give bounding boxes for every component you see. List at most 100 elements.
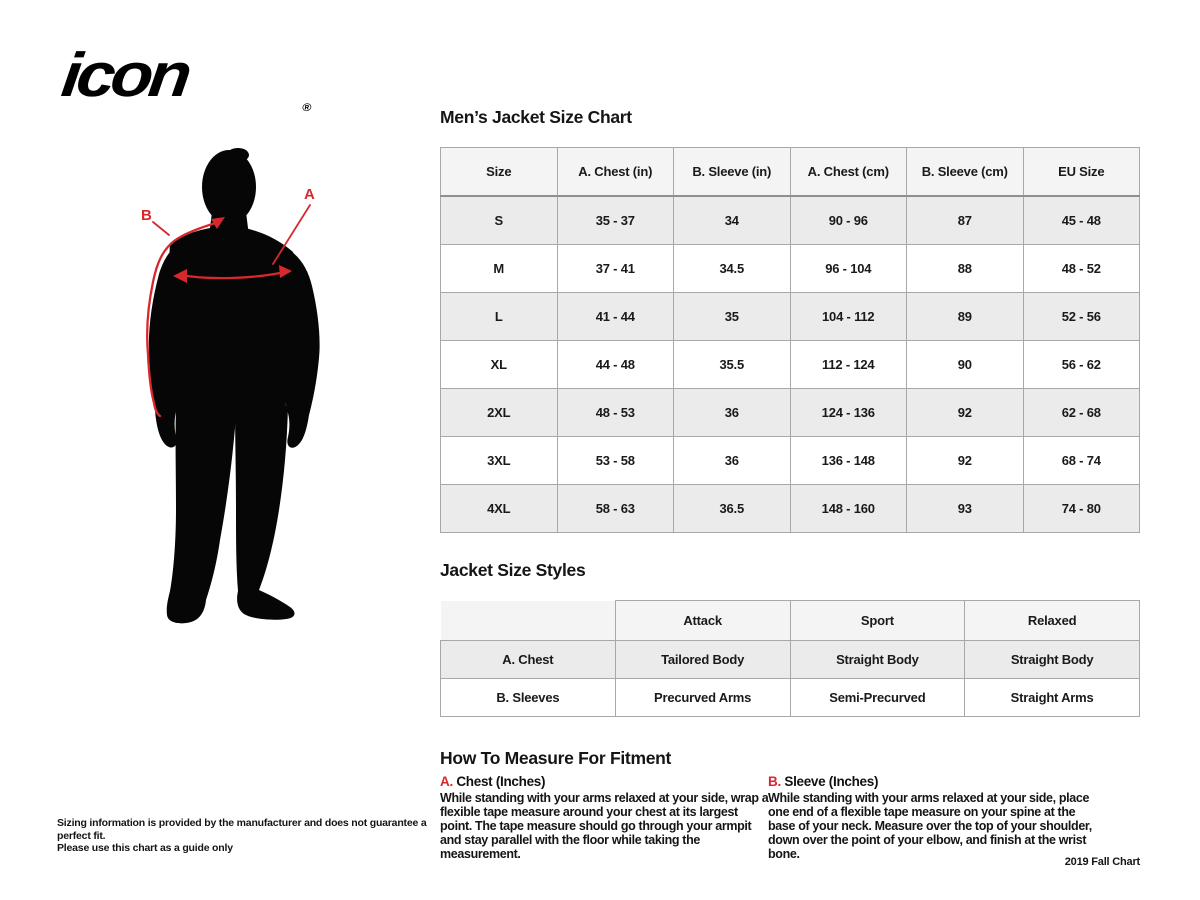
size-chart-col-header: B. Sleeve (cm) (906, 147, 1024, 197)
size-value-cell: 56 - 62 (1022, 340, 1140, 389)
size-chart-col-header: A. Chest (cm) (789, 147, 907, 197)
measure-chest-heading-text: Chest (Inches) (456, 774, 546, 789)
size-chart-body: S 35 - 37 34 90 - 96 87 45 - 48 M 37 - 41 34.5 96… (440, 195, 1140, 533)
size-value-cell: 62 - 68 (1022, 388, 1140, 437)
size-chart-title: Men’s Jacket Size Chart (440, 107, 632, 127)
size-chart-row: S 35 - 37 34 90 - 96 87 45 - 48 (440, 195, 1140, 245)
measure-sleeve-body: While standing with your arms relaxed at… (768, 791, 1092, 861)
styles-col-header: Attack (614, 600, 791, 641)
size-value-cell: 36 (673, 388, 791, 437)
measure-section-chest: A. Chest (Inches) While standing with yo… (440, 774, 770, 861)
size-value-cell: 41 - 44 (556, 292, 674, 341)
registered-trademark-icon: ® (301, 102, 313, 114)
chest-measure-line (178, 270, 287, 280)
measure-chest-letter: A. (440, 774, 453, 789)
size-value-cell: 68 - 74 (1022, 436, 1140, 485)
styles-chart-body: Attack Sport Relaxed A. Chest Tailored Body S… (440, 600, 1140, 717)
disclaimer-line-2: Please use this chart as a guide only (57, 842, 233, 854)
size-chart-col-header: B. Sleeve (in) (673, 147, 791, 197)
size-value-cell: 104 - 112 (789, 292, 907, 341)
measurement-arrowheads (173, 217, 292, 283)
size-value-cell: 87 (906, 195, 1024, 245)
size-value-cell: 48 - 53 (556, 388, 674, 437)
sizing-disclaimer: Sizing information is provided by the ma… (57, 817, 457, 855)
styles-value-cell: Straight Arms (964, 678, 1140, 717)
size-value-cell: 93 (906, 484, 1024, 533)
measure-sleeve-letter: B. (768, 774, 781, 789)
measure-section-sleeve: B. Sleeve (Inches) While standing with y… (768, 774, 1100, 861)
size-value-cell: 90 (906, 340, 1024, 389)
size-value-cell: 35.5 (673, 340, 791, 389)
size-chart-col-header: A. Chest (in) (556, 147, 674, 197)
styles-blank-cell (440, 600, 616, 641)
size-chart-table: Size A. Chest (in) B. Sleeve (in) A. Chest … (440, 147, 1140, 533)
size-value-cell: 36 (673, 436, 791, 485)
brand-logo: icon ® (58, 41, 312, 114)
size-value-cell: 58 - 63 (556, 484, 674, 533)
size-value-cell: 89 (906, 292, 1024, 341)
measure-sleeve-heading-text: Sleeve (Inches) (784, 774, 879, 789)
measurement-figure: A B (141, 148, 320, 624)
size-label-cell: XL (440, 340, 558, 389)
size-value-cell: 112 - 124 (789, 340, 907, 389)
size-value-cell: 37 - 41 (556, 244, 674, 293)
label-a-pointer-line (272, 204, 311, 265)
styles-chart-table: Attack Sport Relaxed A. Chest Tailored Body S… (440, 600, 1140, 717)
size-label-cell: S (440, 195, 558, 245)
brand-logo-text: icon (58, 41, 192, 110)
chest-arrow-left-icon (173, 269, 187, 283)
sleeve-label-b: B (141, 207, 152, 224)
size-chart-col-header: EU Size (1022, 147, 1140, 197)
styles-chart-title: Jacket Size Styles (440, 560, 586, 580)
measure-chest-heading: A. Chest (Inches) (440, 774, 770, 789)
size-value-cell: 52 - 56 (1022, 292, 1140, 341)
styles-col-header: Sport (789, 600, 966, 641)
styles-value-cell: Precurved Arms (614, 678, 791, 717)
size-value-cell: 88 (906, 244, 1024, 293)
styles-value-cell: Straight Body (789, 640, 966, 679)
measurement-guides (146, 204, 311, 418)
size-label-cell: 4XL (440, 484, 558, 533)
how-to-title: How To Measure For Fitment (440, 748, 672, 768)
styles-chart-row: A. Chest Tailored Body Straight Body Straig… (440, 640, 1140, 679)
styles-chart-row: B. Sleeves Precurved Arms Semi-Precurved St… (440, 678, 1140, 717)
measure-chest-body: While standing with your arms relaxed at… (440, 791, 769, 861)
size-value-cell: 148 - 160 (789, 484, 907, 533)
size-value-cell: 74 - 80 (1022, 484, 1140, 533)
styles-row-header: B. Sleeves (440, 678, 616, 717)
styles-value-cell: Tailored Body (614, 640, 791, 679)
size-value-cell: 96 - 104 (789, 244, 907, 293)
size-value-cell: 136 - 148 (789, 436, 907, 485)
size-label-cell: M (440, 244, 558, 293)
size-value-cell: 34.5 (673, 244, 791, 293)
size-value-cell: 35 - 37 (556, 195, 674, 245)
size-chart-row: 2XL 48 - 53 36 124 - 136 92 62 - 68 (440, 388, 1140, 437)
measure-sleeve-heading: B. Sleeve (Inches) (768, 774, 1100, 789)
size-value-cell: 53 - 58 (556, 436, 674, 485)
styles-row-header: A. Chest (440, 640, 616, 679)
male-silhouette-icon (148, 148, 320, 624)
chest-arrow-right-icon (279, 265, 292, 278)
chart-version-label: 2019 Fall Chart (1064, 856, 1140, 868)
styles-value-cell: Semi-Precurved (789, 678, 966, 717)
styles-col-header: Relaxed (964, 600, 1140, 641)
size-chart-col-header: Size (440, 147, 558, 197)
size-value-cell: 35 (673, 292, 791, 341)
label-b-pointer-line (152, 221, 170, 236)
size-chart-row: 3XL 53 - 58 36 136 - 148 92 68 - 74 (440, 436, 1140, 485)
size-value-cell: 124 - 136 (789, 388, 907, 437)
size-value-cell: 34 (673, 195, 791, 245)
size-chart-row: 4XL 58 - 63 36.5 148 - 160 93 74 - 80 (440, 484, 1140, 533)
size-value-cell: 90 - 96 (789, 195, 907, 245)
sleeve-measure-line (146, 220, 221, 418)
chest-label-a: A (304, 186, 315, 203)
size-chart-row: XL 44 - 48 35.5 112 - 124 90 56 - 62 (440, 340, 1140, 389)
size-value-cell: 92 (906, 388, 1024, 437)
disclaimer-line-1: Sizing information is provided by the ma… (57, 817, 427, 842)
sleeve-arrow-icon (211, 217, 225, 229)
size-label-cell: L (440, 292, 558, 341)
styles-chart-header-row: Attack Sport Relaxed (440, 600, 1140, 641)
size-value-cell: 44 - 48 (556, 340, 674, 389)
size-chart-row: L 41 - 44 35 104 - 112 89 52 - 56 (440, 292, 1140, 341)
